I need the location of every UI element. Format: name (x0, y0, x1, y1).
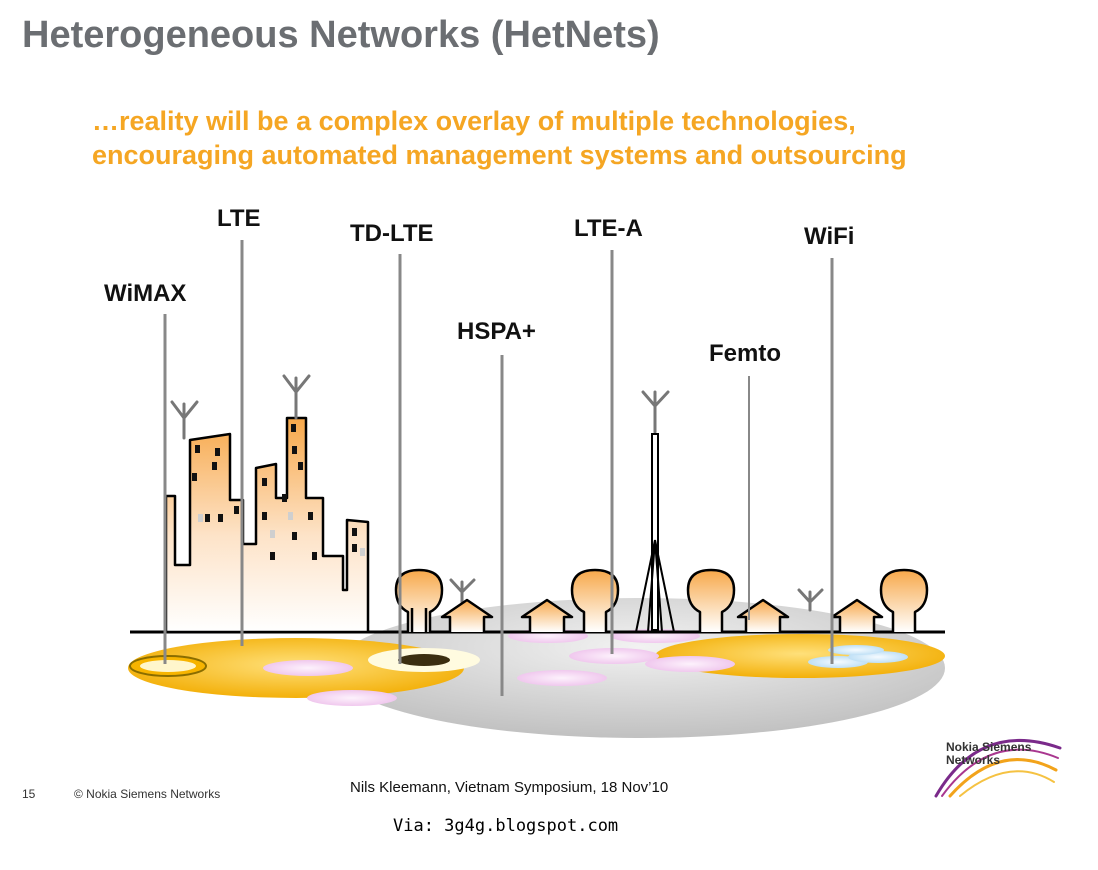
antenna-icons (170, 374, 824, 612)
copyright: © Nokia Siemens Networks (74, 787, 221, 801)
label-lte: LTE (217, 205, 261, 232)
logo-line-1: Nokia Siemens (946, 740, 1032, 754)
city-skyline (164, 416, 370, 634)
tree-icons (394, 568, 929, 632)
subtitle-line-2: encouraging automated management systems… (92, 140, 907, 170)
slide-subtitle: …reality will be a complex overlay of mu… (92, 104, 907, 172)
logo-line-2: Networks (946, 753, 1001, 767)
presenter-credit: Nils Kleemann, Vietnam Symposium, 18 Nov… (350, 779, 669, 796)
label-tdlte: TD-LTE (350, 220, 434, 247)
wifi-cell (828, 645, 884, 655)
slide-title: Heterogeneous Networks (HetNets) (22, 14, 660, 56)
label-wimax: WiMAX (104, 280, 187, 307)
ltea-cell (645, 656, 735, 672)
ltea-cell (517, 670, 607, 686)
page-number: 15 (22, 787, 36, 801)
label-hspa: HSPA+ (457, 318, 536, 345)
label-femto: Femto (709, 340, 781, 367)
callout-lines (163, 240, 834, 696)
building-windows (192, 424, 357, 560)
source-credit: Via: 3g4g.blogspot.com (393, 816, 619, 836)
ltea-mast (635, 433, 675, 633)
label-ltea: LTE-A (574, 215, 643, 242)
subtitle-line-1: …reality will be a complex overlay of mu… (92, 106, 856, 136)
house-icons (440, 598, 884, 632)
ltea-cell (263, 660, 353, 676)
ltea-cell (307, 690, 397, 706)
nokia-siemens-logo-text: Nokia Siemens Networks (946, 741, 1031, 767)
ltea-cell (569, 648, 659, 664)
label-wifi: WiFi (804, 223, 855, 250)
nokia-siemens-logo-mark (934, 739, 1062, 798)
